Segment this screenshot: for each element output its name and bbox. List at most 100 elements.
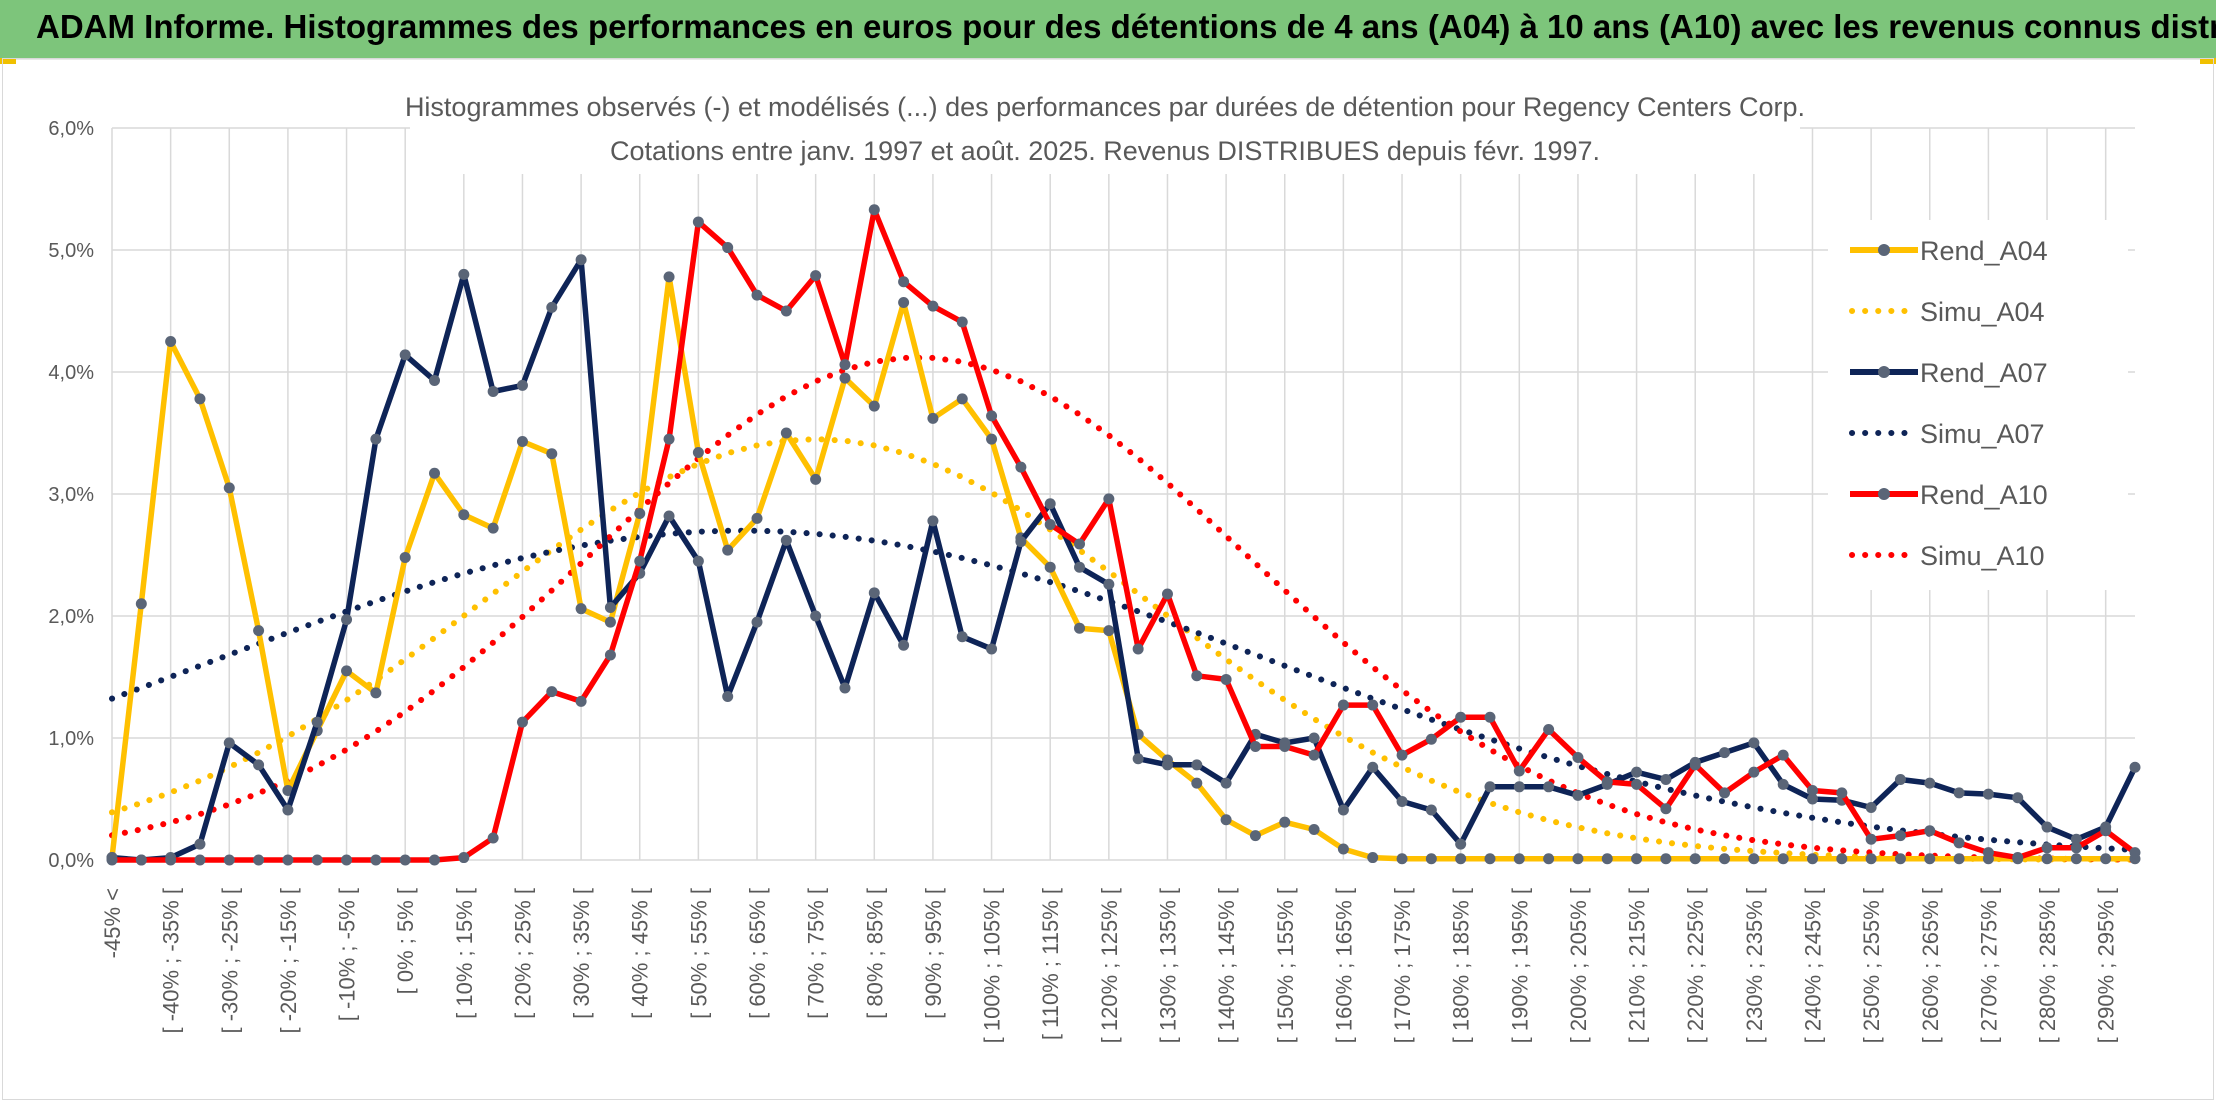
y-tick-label: 4,0% bbox=[48, 362, 94, 384]
data-point-Rend_A04 bbox=[1631, 853, 1643, 865]
data-point-Rend_A04 bbox=[604, 616, 616, 628]
x-tick-label: [ 0% ; 5% [ bbox=[393, 888, 418, 994]
data-point-Rend_A04 bbox=[1337, 843, 1349, 855]
banner-title: ADAM Informe. Histogrammes des performan… bbox=[36, 8, 2216, 45]
data-point-Rend_A10 bbox=[1044, 519, 1056, 530]
x-axis: -45% < [ -40% ; -35% [[ -30% ; -25% [[ -2… bbox=[100, 888, 2119, 1043]
x-tick-label: [ 200% ; 205% [ bbox=[1566, 888, 1591, 1043]
data-point-Rend_A04 bbox=[1660, 853, 1672, 865]
chart-frame bbox=[2, 58, 2214, 1100]
x-tick-label: [ 180% ; 185% [ bbox=[1449, 888, 1474, 1043]
data-point-Rend_A04 bbox=[1894, 853, 1906, 865]
data-point-Rend_A07 bbox=[1924, 777, 1936, 789]
data-point-Rend_A10 bbox=[1074, 538, 1086, 550]
data-point-Rend_A04 bbox=[1689, 853, 1701, 865]
data-point-Rend_A10 bbox=[341, 854, 353, 866]
data-point-Rend_A10 bbox=[1748, 766, 1760, 778]
data-point-Rend_A07 bbox=[810, 610, 822, 622]
data-point-Rend_A10 bbox=[1191, 670, 1203, 682]
data-point-Rend_A04 bbox=[1484, 853, 1496, 865]
data-point-Rend_A07 bbox=[692, 555, 704, 567]
x-tick-label: [ 220% ; 225% [ bbox=[1683, 888, 1708, 1043]
x-tick-label: [ 140% ; 145% [ bbox=[1214, 888, 1239, 1043]
y-axis: 0,0% 1,0% 2,0% 3,0% 4,0% 5,0% 6,0% bbox=[48, 118, 94, 872]
data-point-Rend_A10 bbox=[194, 854, 206, 866]
x-tick-label: [ 10% ; 15% [ bbox=[452, 888, 477, 1019]
data-point-Rend_A07 bbox=[1044, 498, 1056, 510]
data-point-Rend_A04 bbox=[1953, 853, 1965, 865]
data-point-Rend_A10 bbox=[868, 204, 880, 216]
data-point-Rend_A07 bbox=[194, 838, 206, 850]
data-point-Rend_A07 bbox=[722, 691, 734, 703]
x-tick-label: [ 280% ; 285% [ bbox=[2035, 888, 2060, 1043]
legend-label: Rend_A04 bbox=[1920, 236, 2048, 266]
data-point-Rend_A10 bbox=[253, 854, 265, 866]
x-tick-label: [ 210% ; 215% [ bbox=[1625, 888, 1650, 1043]
data-point-Rend_A10 bbox=[575, 695, 587, 707]
data-point-Rend_A04 bbox=[692, 447, 704, 459]
data-point-Rend_A07 bbox=[868, 587, 880, 599]
corner-accent bbox=[0, 58, 16, 64]
x-tick-label: [ 240% ; 245% [ bbox=[1800, 888, 1825, 1043]
data-point-Rend_A04 bbox=[1279, 816, 1291, 828]
data-point-Rend_A04 bbox=[1396, 853, 1408, 865]
data-point-Rend_A04 bbox=[1601, 853, 1613, 865]
data-point-Rend_A10 bbox=[135, 854, 147, 866]
x-tick-label: [ 190% ; 195% [ bbox=[1507, 888, 1532, 1043]
data-point-Rend_A07 bbox=[956, 631, 968, 643]
data-point-Rend_A07 bbox=[898, 639, 910, 651]
data-point-Rend_A04 bbox=[1543, 853, 1555, 865]
data-point-Rend_A04 bbox=[1572, 853, 1584, 865]
data-point-Rend_A04 bbox=[458, 509, 470, 521]
data-point-Rend_A04 bbox=[1191, 777, 1203, 789]
data-point-Rend_A10 bbox=[1777, 749, 1789, 761]
data-point-Rend_A10 bbox=[780, 305, 792, 317]
data-point-Rend_A10 bbox=[634, 555, 646, 567]
x-tick-label: [ 110% ; 115% [ bbox=[1038, 888, 1063, 1040]
legend-background bbox=[1828, 220, 2128, 590]
data-point-Rend_A07 bbox=[458, 268, 470, 280]
data-point-Rend_A10 bbox=[1513, 765, 1525, 777]
data-point-Rend_A04 bbox=[986, 433, 998, 445]
data-point-Rend_A07 bbox=[1396, 795, 1408, 807]
data-point-Rend_A10 bbox=[458, 852, 470, 864]
data-point-Rend_A10 bbox=[429, 854, 441, 866]
data-point-Rend_A04 bbox=[2041, 853, 2053, 865]
data-point-Rend_A07 bbox=[1455, 838, 1467, 850]
legend-label: Simu_A07 bbox=[1920, 419, 2045, 449]
data-point-Rend_A10 bbox=[1367, 699, 1379, 711]
data-point-Rend_A10 bbox=[722, 242, 734, 254]
data-point-Rend_A07 bbox=[370, 433, 382, 445]
data-point-Rend_A07 bbox=[1513, 781, 1525, 793]
data-point-Rend_A10 bbox=[165, 854, 177, 866]
data-point-Rend_A04 bbox=[487, 522, 499, 534]
legend: Rend_A04 Simu_A04 Rend_A07 Simu_A07 Rend_A10… bbox=[1828, 220, 2128, 590]
data-point-Rend_A10 bbox=[692, 216, 704, 228]
x-tick-label: [ 260% ; 265% [ bbox=[1918, 888, 1943, 1043]
x-tick-label: [ 150% ; 155% [ bbox=[1273, 888, 1298, 1043]
data-point-Rend_A10 bbox=[311, 854, 323, 866]
y-tick-label: 0,0% bbox=[48, 850, 94, 872]
x-tick-label: [ 250% ; 255% [ bbox=[1859, 888, 1884, 1043]
data-point-Rend_A04 bbox=[1719, 853, 1731, 865]
data-point-Rend_A07 bbox=[2012, 792, 2024, 804]
data-point-Rend_A07 bbox=[1953, 787, 1965, 799]
data-point-Rend_A07 bbox=[1132, 753, 1144, 765]
y-tick-label: 1,0% bbox=[48, 728, 94, 750]
data-point-Rend_A07 bbox=[1631, 766, 1643, 778]
data-point-Rend_A07 bbox=[516, 379, 528, 391]
data-point-Rend_A04 bbox=[2100, 853, 2112, 865]
x-tick-label: [ -30% ; -25% [ bbox=[217, 888, 242, 1034]
data-point-Rend_A04 bbox=[1865, 853, 1877, 865]
data-point-Rend_A04 bbox=[223, 482, 235, 494]
series-line-Simu_A07 bbox=[109, 527, 2138, 853]
data-point-Rend_A07 bbox=[429, 375, 441, 387]
data-point-Rend_A04 bbox=[135, 598, 147, 610]
data-point-Rend_A07 bbox=[1806, 793, 1818, 805]
series-layer bbox=[106, 204, 2141, 866]
data-point-Rend_A10 bbox=[810, 270, 822, 282]
data-point-Rend_A04 bbox=[370, 687, 382, 699]
data-point-Rend_A10 bbox=[1894, 830, 1906, 842]
data-point-Rend_A07 bbox=[1074, 561, 1086, 573]
data-point-Rend_A07 bbox=[1484, 781, 1496, 793]
